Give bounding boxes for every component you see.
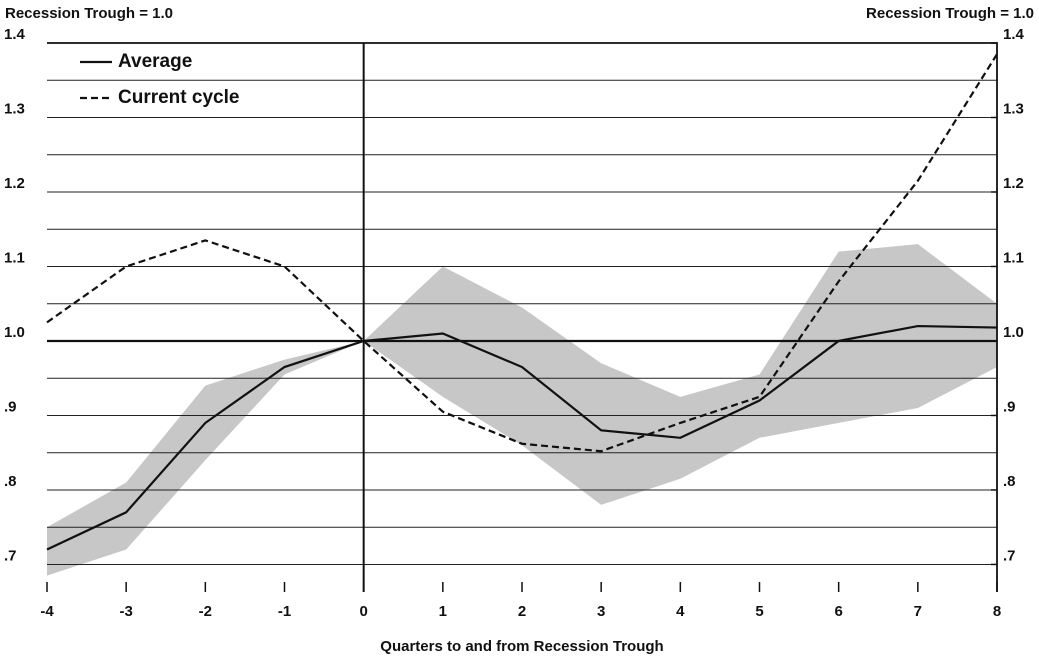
x-tick-label: 5 xyxy=(755,603,763,620)
y2-tick-label: .8 xyxy=(1003,473,1016,490)
y2-tick-label: 1.0 xyxy=(1003,324,1024,341)
y2-tick-label: 1.2 xyxy=(1003,175,1024,192)
y-tick-label: .7 xyxy=(4,547,17,564)
x-tick-label: 6 xyxy=(834,603,842,620)
y2-axis-label: Recession Trough = 1.0 xyxy=(866,5,1034,22)
x-tick-label: -1 xyxy=(278,603,291,620)
y-tick-label: 1.4 xyxy=(4,26,26,43)
x-tick-label: 8 xyxy=(993,603,1001,620)
y-tick-label: 1.3 xyxy=(4,100,25,117)
x-tick-label: -4 xyxy=(40,603,54,620)
y-axis-label: Recession Trough = 1.0 xyxy=(5,5,173,22)
series-line xyxy=(46,324,998,551)
x-tick-label: 3 xyxy=(597,603,605,620)
x-tick-label: 1 xyxy=(439,603,447,620)
y-tick-label: 1.2 xyxy=(4,175,25,192)
x-tick-label: 0 xyxy=(359,603,367,620)
legend-label: Current cycle xyxy=(118,87,239,108)
y-tick-label: 1.0 xyxy=(4,324,25,341)
y2-tick-label: .9 xyxy=(1003,398,1016,415)
y2-tick-label: .7 xyxy=(1003,547,1016,564)
series-line xyxy=(46,53,998,453)
plot-frame xyxy=(47,42,998,592)
x-axis-label: Quarters to and from Recession Trough xyxy=(380,638,663,655)
x-tick-label: 7 xyxy=(914,603,922,620)
y-tick-label: .9 xyxy=(4,398,17,415)
range-band xyxy=(47,244,997,576)
y2-tick-label: 1.1 xyxy=(1003,249,1024,266)
y-tick-label: .8 xyxy=(4,473,17,490)
x-tick-label: 2 xyxy=(518,603,526,620)
x-tick-label: 4 xyxy=(676,603,685,620)
y2-tick-label: 1.4 xyxy=(1003,26,1025,43)
y-tick-label: 1.1 xyxy=(4,249,25,266)
x-tick-label: -2 xyxy=(199,603,212,620)
x-tick-label: -3 xyxy=(119,603,132,620)
legend-label: Average xyxy=(118,51,192,72)
y2-tick-label: 1.3 xyxy=(1003,100,1024,117)
